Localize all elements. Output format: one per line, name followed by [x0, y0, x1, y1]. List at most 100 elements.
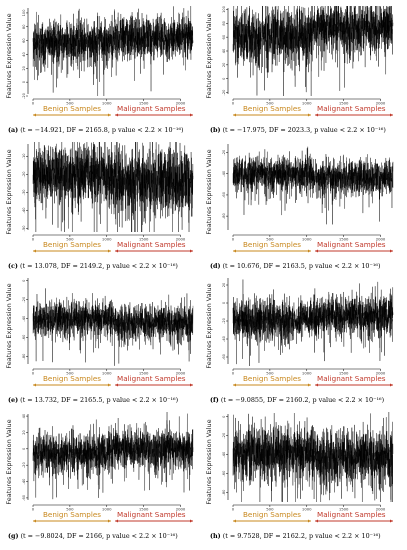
y-tick-label: 100	[22, 9, 26, 17]
feature-series-line	[232, 411, 394, 503]
benign-arrow-left	[33, 383, 36, 387]
y-tick-label: 20	[22, 429, 26, 434]
y-tick-label: -40	[222, 335, 226, 342]
malignant-arrow-left	[315, 383, 319, 387]
benign-arrow-left	[233, 249, 236, 253]
x-tick-label: 1000	[302, 371, 312, 376]
benign-samples-label: Benign Samples	[243, 104, 302, 113]
panel-caption: (b) (t = −17.975, DF = 2023.3, p value <…	[210, 126, 386, 134]
group-brackets-svg	[33, 113, 193, 117]
y-tick-label: -20	[22, 462, 26, 469]
malignant-arrow-right	[390, 249, 393, 253]
malignant-arrow-left	[115, 383, 119, 387]
y-tick-label: -60	[22, 334, 26, 341]
caption-letter: (g)	[8, 532, 19, 540]
benign-arrow-left	[233, 113, 236, 117]
benign-arrow-right	[107, 383, 111, 387]
y-tick-label: -50	[22, 225, 26, 232]
malignant-arrow-left	[315, 249, 319, 253]
line-plot-svg: -50 -40 -30 -20 -10 0 500 1000 1500 2000	[22, 141, 194, 242]
benign-samples-label: Benign Samples	[243, 240, 302, 249]
malignant-arrow-right	[390, 113, 393, 117]
chart-panel-h: Features Expression Value -80 -60 -40 -20 0 0 5…	[205, 410, 402, 540]
chart-panel-d: Features Expression Value -80 -60 -40 -20 0 50…	[205, 140, 402, 270]
panel-caption: (d) (t = 10.676, DF = 2163.5, p value < …	[210, 262, 380, 270]
group-brackets-svg	[233, 519, 393, 523]
benign-samples-label: Benign Samples	[43, 240, 102, 249]
group-brackets-svg	[33, 249, 193, 253]
y-tick-label: 20	[222, 282, 226, 287]
y-tick-label: -40	[22, 207, 26, 214]
malignant-arrow-left	[115, 519, 119, 523]
chart-panel-c: Features Expression Value -50 -40 -30 -20 -10…	[5, 140, 202, 270]
y-tick-label: 0	[22, 279, 26, 282]
caption-letter: (h)	[210, 532, 221, 540]
benign-arrow-right	[307, 519, 311, 523]
feature-series-line	[232, 279, 394, 367]
malignant-samples-label: Malignant Samples	[317, 374, 386, 383]
y-tick-label: -20	[222, 89, 226, 96]
x-tick-label: 2000	[176, 371, 186, 376]
caption-stats: (t = −9.8024, DF = 2166, p value < 2.2 ×…	[18, 532, 178, 540]
x-tick-label: 1500	[339, 101, 349, 106]
y-tick-label: -60	[222, 353, 226, 360]
x-tick-label: 1500	[339, 371, 349, 376]
x-tick-label: 500	[266, 237, 274, 242]
chart-panel-g: Features Expression Value -60 -40 -20 0 20 40 0…	[5, 410, 202, 540]
malignant-arrow-left	[115, 249, 119, 253]
y-tick-label: -20	[22, 92, 26, 99]
x-tick-label: 1000	[302, 237, 312, 242]
x-tick-label: 0	[232, 371, 235, 376]
x-tick-label: 1500	[339, 237, 349, 242]
feature-series-line	[32, 411, 194, 500]
benign-samples-label: Benign Samples	[43, 374, 102, 383]
benign-arrow-left	[233, 519, 236, 523]
panel-caption: (c) (t = 13.078, DF = 2149.2, p value < …	[8, 262, 178, 270]
feature-series-line	[32, 288, 194, 366]
y-tick-label: -80	[222, 489, 226, 496]
y-tick-label: -30	[22, 189, 26, 196]
panel-caption: (h) (t = 9.7528, DF = 2162.2, p value < …	[210, 532, 381, 540]
y-tick-label: 20	[22, 65, 26, 70]
y-tick-label: 0	[22, 447, 26, 450]
malignant-arrow-right	[190, 383, 193, 387]
x-tick-label: 1000	[102, 371, 112, 376]
x-tick-label: 0	[232, 101, 235, 106]
x-tick-label: 500	[66, 237, 74, 242]
x-tick-label: 0	[32, 101, 35, 106]
benign-arrow-right	[307, 113, 311, 117]
x-tick-label: 0	[232, 507, 235, 512]
x-tick-label: 2000	[376, 507, 386, 512]
caption-stats: (t = −14.921, DF = 2165.8, p value < 2.2…	[18, 126, 184, 134]
caption-stats: (t = 10.676, DF = 2163.5, p value < 2.2 …	[220, 262, 381, 270]
malignant-arrow-right	[190, 113, 193, 117]
x-tick-label: 0	[232, 237, 235, 242]
malignant-arrow-right	[390, 383, 393, 387]
y-tick-label: 60	[22, 38, 26, 43]
malignant-samples-label: Malignant Samples	[117, 104, 186, 113]
x-tick-label: 1500	[339, 507, 349, 512]
x-tick-label: 2000	[176, 237, 186, 242]
x-tick-label: 2000	[376, 101, 386, 106]
y-tick-label: 0	[222, 301, 226, 304]
x-tick-label: 500	[266, 507, 274, 512]
y-tick-label: -40	[22, 478, 26, 485]
x-tick-label: 2000	[176, 101, 186, 106]
panel-caption: (e) (t = 13.732, DF = 2165.5, p value < …	[8, 396, 178, 404]
malignant-arrow-right	[190, 519, 193, 523]
x-tick-label: 500	[266, 371, 274, 376]
malignant-arrow-left	[315, 113, 319, 117]
benign-arrow-right	[307, 249, 311, 253]
x-tick-label: 500	[66, 507, 74, 512]
y-tick-label: 60	[222, 34, 226, 39]
x-tick-label: 1000	[302, 507, 312, 512]
y-tick-label: -60	[22, 494, 26, 501]
malignant-samples-label: Malignant Samples	[317, 510, 386, 519]
benign-arrow-left	[33, 249, 36, 253]
caption-letter: (a)	[8, 126, 19, 134]
y-tick-label: -80	[22, 353, 26, 360]
panel-caption: (g) (t = −9.8024, DF = 2166, p value < 2…	[8, 532, 178, 540]
line-plot-svg: -80 -60 -40 -20 0 0 500 1000 1500 2000	[222, 411, 394, 512]
panel-caption: (a) (t = −14.921, DF = 2165.8, p value <…	[8, 126, 184, 134]
